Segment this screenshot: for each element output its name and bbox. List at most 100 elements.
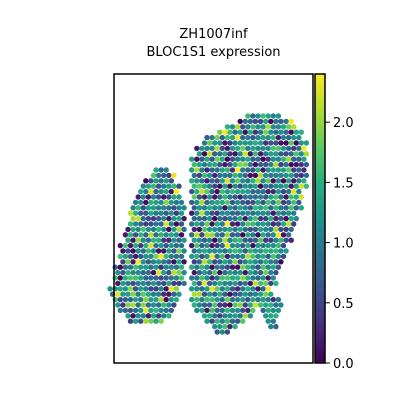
spot <box>214 232 220 238</box>
spot <box>189 156 195 162</box>
spot <box>268 226 274 233</box>
spot <box>227 313 233 319</box>
spot <box>194 199 200 206</box>
spot <box>257 259 264 265</box>
spot <box>273 237 279 243</box>
spot <box>194 296 200 303</box>
spot <box>265 275 271 281</box>
spot <box>227 302 233 308</box>
spot <box>242 140 248 146</box>
spot <box>155 280 162 287</box>
spot <box>148 232 154 238</box>
spot <box>232 226 238 233</box>
spot <box>204 253 210 260</box>
spot <box>181 226 187 233</box>
spot <box>268 302 274 308</box>
spot <box>189 167 195 173</box>
spot <box>285 145 292 152</box>
spot <box>168 286 174 292</box>
spot <box>148 199 154 206</box>
spot <box>291 145 297 152</box>
spot <box>163 210 169 216</box>
spot <box>148 210 154 216</box>
spot <box>145 215 152 222</box>
spot <box>303 183 310 189</box>
spot <box>196 151 203 157</box>
spot <box>283 205 289 211</box>
spot <box>288 215 294 222</box>
spot <box>140 237 146 243</box>
spot <box>168 232 174 238</box>
spot <box>178 275 185 281</box>
spot <box>237 140 243 146</box>
spot <box>214 318 220 324</box>
spot <box>161 194 167 200</box>
spot <box>245 178 251 184</box>
spot <box>148 221 154 227</box>
spot <box>232 205 238 211</box>
spot <box>242 161 248 168</box>
spot <box>270 124 276 130</box>
spot <box>127 232 134 238</box>
spot <box>163 253 169 260</box>
spot <box>265 188 271 195</box>
spot <box>194 188 200 195</box>
spot <box>166 259 172 265</box>
spot <box>176 226 182 233</box>
spot <box>222 151 228 157</box>
spot <box>291 156 297 162</box>
spot <box>158 307 164 314</box>
spot <box>150 269 157 276</box>
spot <box>194 167 200 173</box>
spot <box>212 269 218 276</box>
spot <box>196 291 203 297</box>
spot <box>158 178 164 184</box>
spot <box>209 145 215 152</box>
spot <box>117 264 124 270</box>
spot <box>189 296 195 303</box>
spot <box>255 232 261 238</box>
spot <box>232 183 238 189</box>
spot <box>227 140 233 146</box>
spot <box>288 226 294 233</box>
spot <box>240 134 246 141</box>
spot <box>212 215 218 222</box>
spot <box>291 167 297 173</box>
plot-frame <box>113 73 314 364</box>
spot <box>178 210 185 216</box>
spot <box>166 269 172 276</box>
spot <box>283 151 289 157</box>
spot <box>158 242 164 249</box>
spot <box>191 237 197 243</box>
spot <box>229 134 236 141</box>
spot <box>222 280 228 287</box>
spot <box>229 242 236 249</box>
colorbar <box>314 73 326 364</box>
spot <box>150 280 157 287</box>
spot <box>209 232 215 238</box>
spot <box>166 237 172 243</box>
spot <box>132 242 139 249</box>
spot <box>209 167 215 173</box>
spot <box>204 167 210 173</box>
spot <box>155 172 162 179</box>
spot <box>127 221 134 227</box>
spot <box>268 237 274 243</box>
spot <box>161 205 167 211</box>
spot <box>232 194 238 200</box>
spot <box>278 248 284 254</box>
spot <box>161 237 167 243</box>
spot <box>268 129 274 135</box>
spot <box>273 226 279 233</box>
spot <box>260 232 266 238</box>
spot <box>155 194 162 200</box>
spot <box>291 210 297 216</box>
spot <box>199 156 205 162</box>
spot <box>127 253 134 260</box>
spot <box>240 264 246 270</box>
spot <box>214 221 220 227</box>
spot <box>199 178 205 184</box>
spot <box>217 237 223 243</box>
spot <box>209 188 215 195</box>
spot <box>194 275 200 281</box>
